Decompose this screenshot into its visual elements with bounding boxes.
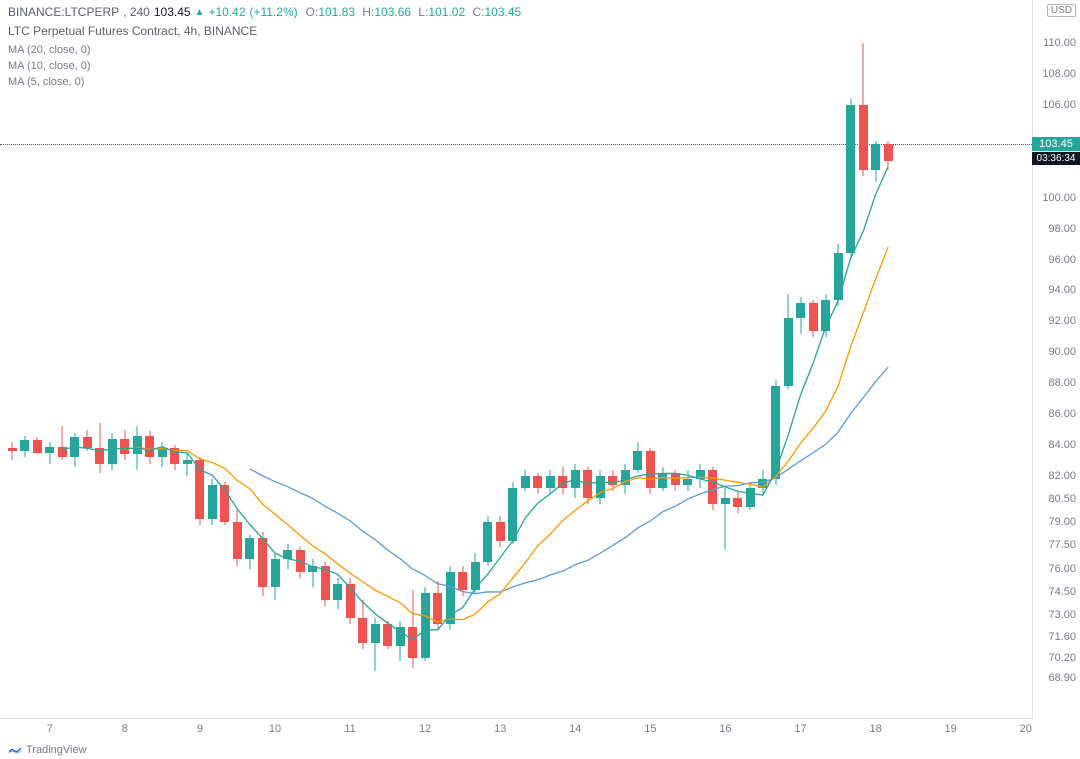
x-axis-tick: 14 — [569, 723, 581, 735]
y-axis-tick: 77.50 — [1048, 539, 1076, 551]
ma10-line — [0, 0, 1032, 720]
currency-unit: USD — [1047, 4, 1076, 17]
x-axis-tick: 18 — [869, 723, 881, 735]
y-axis-tick: 70.20 — [1048, 652, 1076, 664]
y-axis-tick: 68.90 — [1048, 672, 1076, 684]
y-axis-tick: 76.00 — [1048, 563, 1076, 575]
x-axis-tick: 9 — [197, 723, 203, 735]
y-axis-tick: 88.00 — [1048, 377, 1076, 389]
tradingview-logo-icon — [8, 745, 22, 755]
y-axis-tick: 84.00 — [1048, 439, 1076, 451]
y-axis-tick: 108.00 — [1042, 68, 1076, 80]
y-axis-tick: 80.50 — [1048, 493, 1076, 505]
x-axis-tick: 7 — [47, 723, 53, 735]
x-axis-tick: 17 — [794, 723, 806, 735]
attribution-text: TradingView — [26, 744, 87, 756]
attribution[interactable]: TradingView — [8, 744, 87, 756]
y-axis-tick: 82.00 — [1048, 470, 1076, 482]
y-axis-tick: 110.00 — [1043, 37, 1076, 49]
x-axis-tick: 20 — [1020, 723, 1032, 735]
y-axis-tick: 79.00 — [1048, 516, 1076, 528]
x-axis-tick: 8 — [122, 723, 128, 735]
y-axis-tick: 94.00 — [1048, 284, 1076, 296]
x-axis-tick: 12 — [419, 723, 431, 735]
x-axis-tick: 15 — [644, 723, 656, 735]
chart-pane[interactable] — [0, 0, 1032, 719]
y-axis-tick: 86.00 — [1048, 408, 1076, 420]
ma5-line — [0, 0, 1032, 720]
y-axis-tick: 71.60 — [1048, 631, 1076, 643]
y-axis-tick: 92.00 — [1048, 315, 1076, 327]
y-axis-tick: 100.00 — [1042, 192, 1076, 204]
x-axis-tick: 16 — [719, 723, 731, 735]
ma20-line — [0, 0, 1032, 720]
time-axis[interactable]: 7 8 9 10 11 12 13 14 15 16 17 18 19 20 — [0, 719, 1032, 741]
x-axis-tick: 19 — [945, 723, 957, 735]
current-price-label: 103.45 — [1032, 137, 1080, 151]
y-axis-tick: 90.00 — [1048, 346, 1076, 358]
y-axis-tick: 96.00 — [1048, 254, 1076, 266]
y-axis-tick: 106.00 — [1042, 99, 1076, 111]
x-axis-tick: 10 — [269, 723, 281, 735]
y-axis-tick: 73.00 — [1048, 609, 1076, 621]
x-axis-tick: 11 — [344, 723, 355, 735]
y-axis-tick: 74.50 — [1048, 586, 1076, 598]
y-axis-tick: 98.00 — [1048, 223, 1076, 235]
countdown-label: 03:36:34 — [1032, 152, 1080, 165]
price-axis[interactable]: USD 110.00 108.00 106.00 103.45 100.00 98.00 9… — [1032, 0, 1080, 719]
x-axis-tick: 13 — [494, 723, 506, 735]
